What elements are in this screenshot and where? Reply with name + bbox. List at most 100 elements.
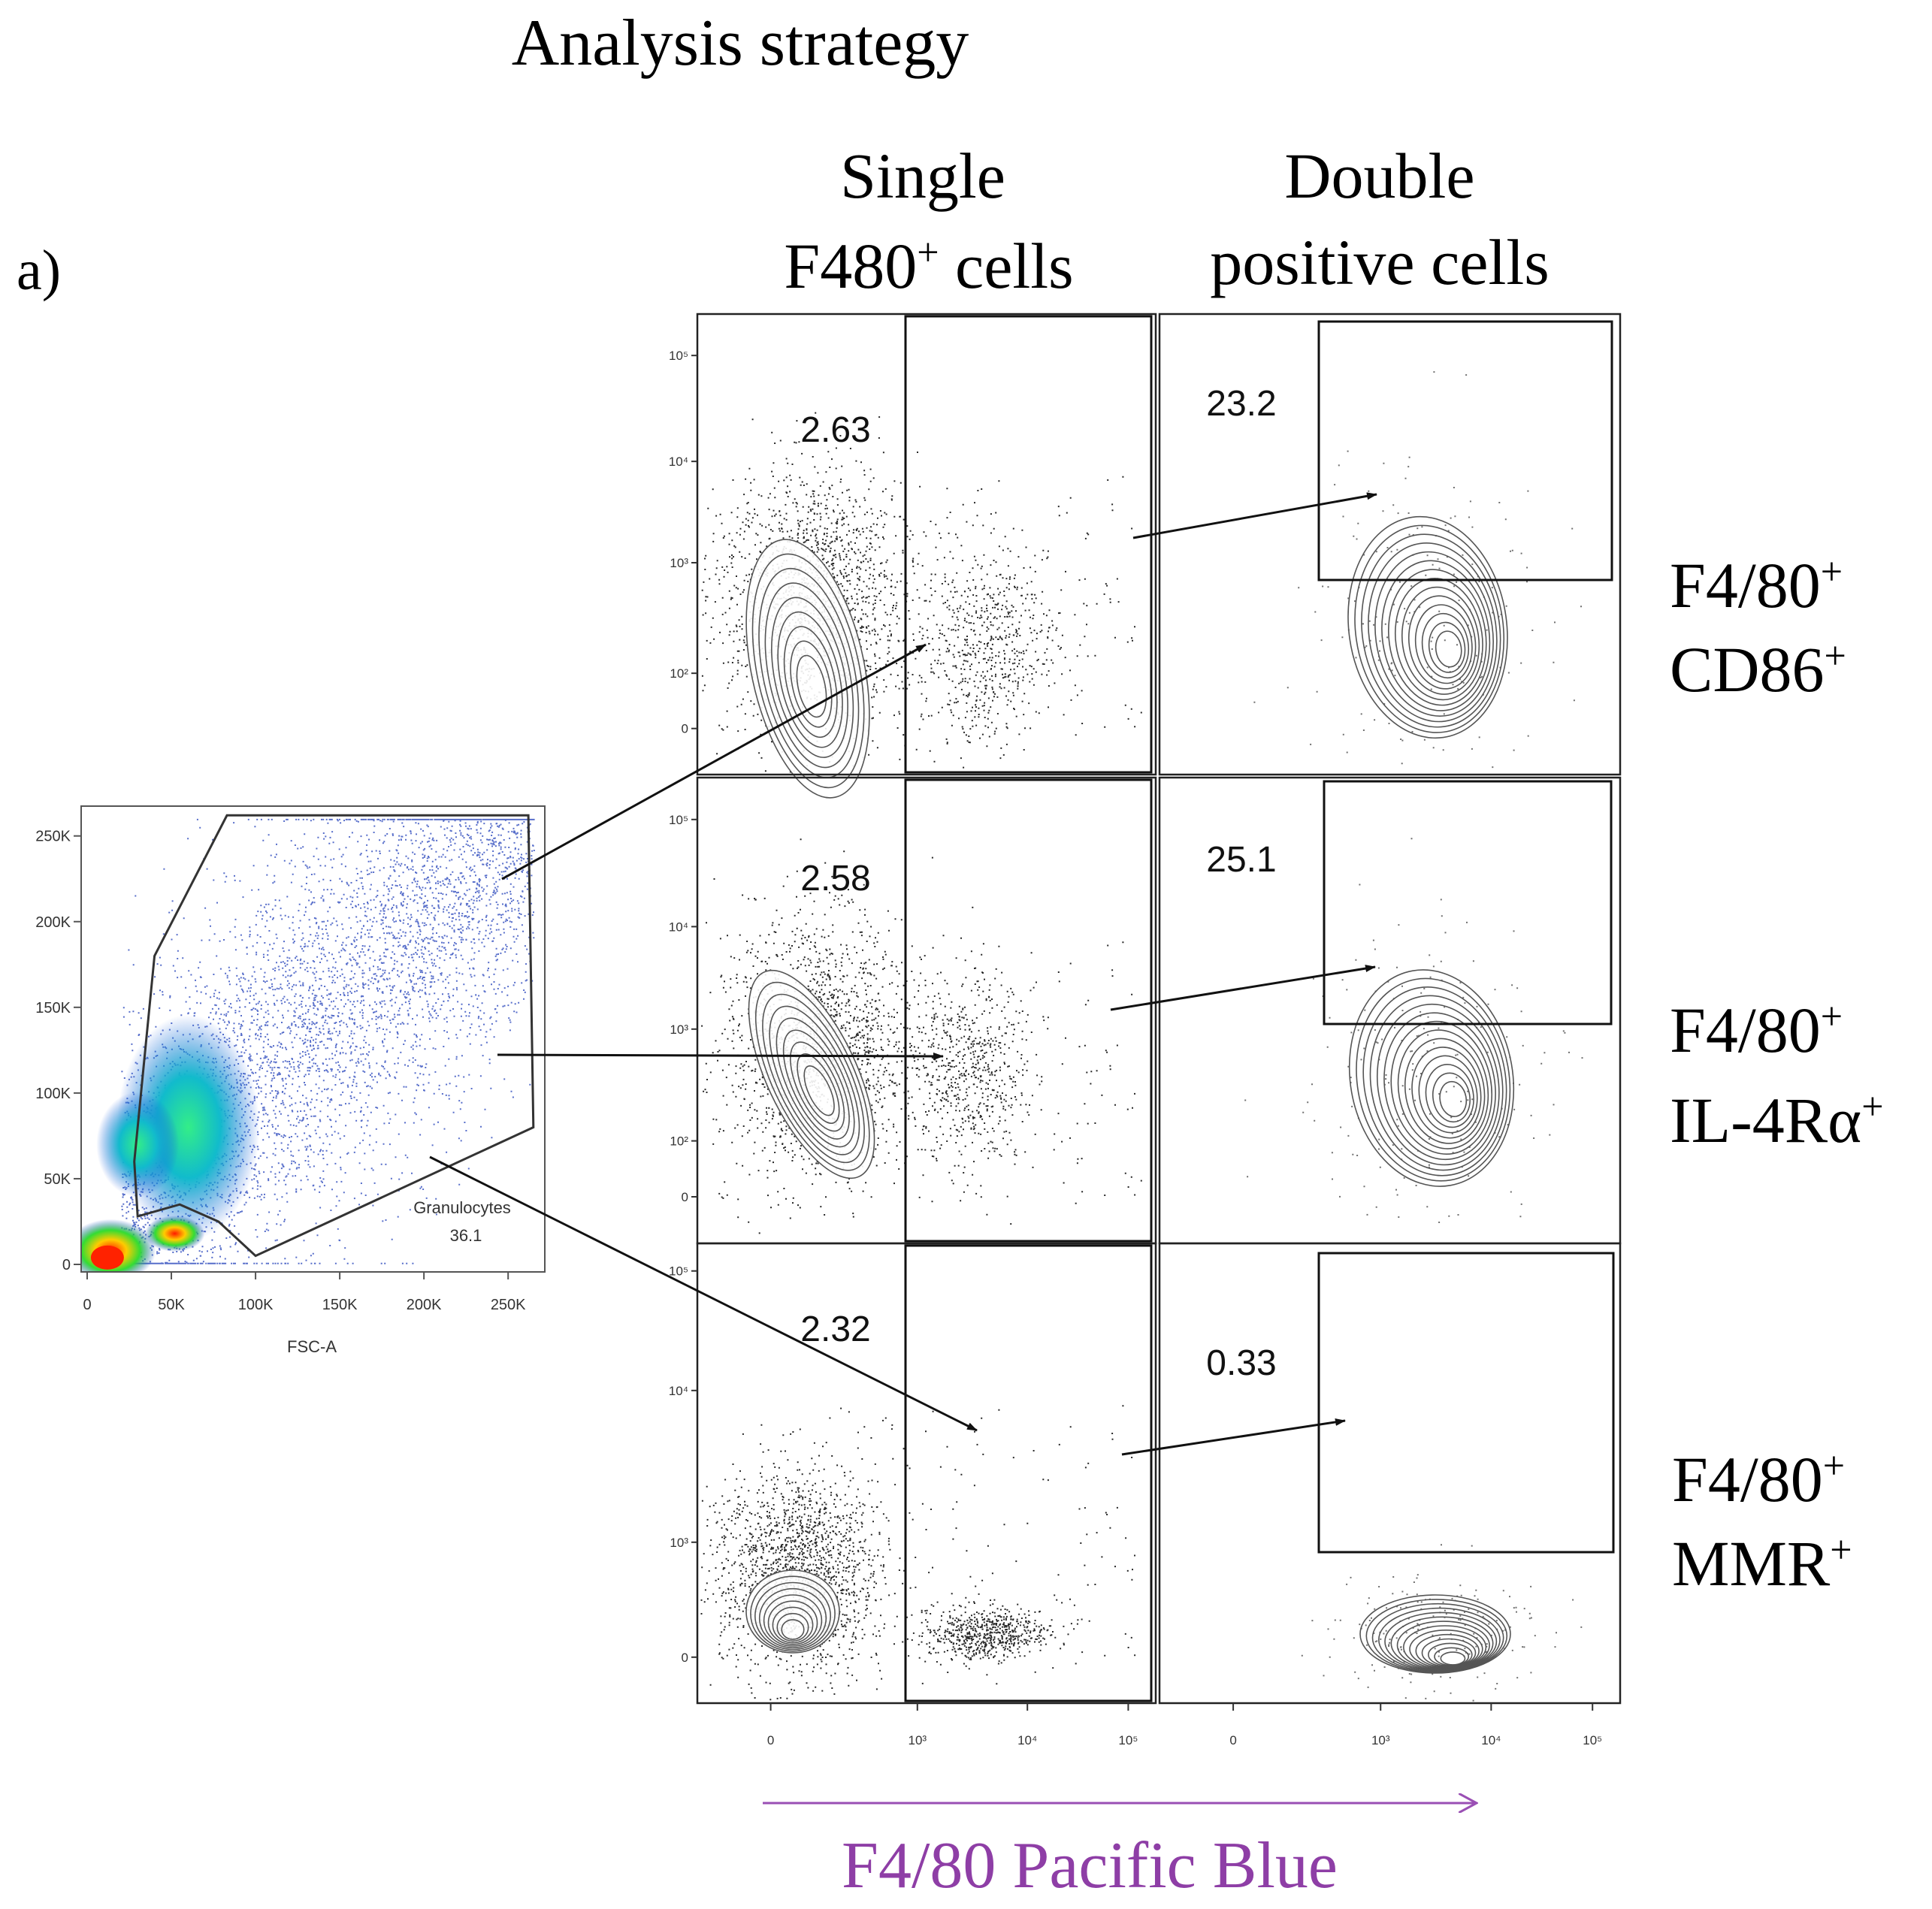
x-tick-label: 0: [767, 1733, 774, 1747]
contour-line: [1361, 533, 1501, 728]
contour-line: [1414, 604, 1473, 684]
row-label-il4ra-line1: F4/80+: [1670, 994, 1843, 1066]
event-dots: [1253, 371, 1582, 769]
contour-line: [762, 993, 865, 1164]
panel-frame: [696, 1242, 1157, 1705]
row-label-cd86-line2: CD86+: [1670, 633, 1846, 705]
contour-line: [1347, 515, 1508, 739]
y-tick-label: 0: [682, 1651, 688, 1665]
contour-line: [1397, 1029, 1489, 1149]
panel-frame: [1158, 313, 1622, 776]
x-tick-label: 10³: [909, 1733, 927, 1747]
contour-line: [750, 1575, 836, 1652]
contour-line: [1378, 1607, 1501, 1672]
arrow-single-to-double-mmr: [1121, 1418, 1346, 1456]
double-positive-gate: [1323, 780, 1613, 1025]
y-tick-label: 10³: [670, 556, 688, 570]
contour-line: [751, 553, 865, 789]
contour-line: [1374, 551, 1494, 717]
gate-density-peak: [90, 1245, 124, 1270]
arrow-gate-to-il4ra: [497, 1052, 944, 1060]
y-tick-label: 10⁴: [669, 1384, 688, 1398]
gating-arrows: [429, 492, 1377, 1456]
contour-line: [745, 1569, 840, 1654]
single-positive-gate: [904, 315, 1153, 774]
y-tick-label: 0: [682, 1190, 688, 1204]
contour-line: [1396, 1621, 1490, 1670]
single-positive-gate: [904, 1244, 1153, 1702]
contour-line: [1394, 577, 1483, 701]
contour-line: [1365, 1599, 1508, 1673]
arrow-single-to-double-il4ra: [1110, 965, 1376, 1011]
contour-line: [1359, 1594, 1511, 1674]
contour-line: [1348, 969, 1515, 1187]
contour-line: [1384, 1611, 1498, 1672]
double-gate-percent: 0.33: [1206, 1343, 1276, 1383]
double-positive-gate: [1317, 1252, 1615, 1554]
event-dots: [1301, 1544, 1583, 1702]
gate-x-tick-label: 250K: [491, 1297, 526, 1313]
single-positive-panel: 2.58 0 10² 10³ 10⁴ 10⁵: [669, 776, 1157, 1245]
contour-line: [1428, 1642, 1473, 1667]
x-tick-label: 10⁴: [1017, 1733, 1037, 1747]
gate-y-tick-label: 0: [62, 1257, 71, 1273]
gate-x-tick-label: 50K: [158, 1297, 185, 1313]
contour-line: [790, 1041, 845, 1132]
contour-line: [782, 1029, 850, 1140]
gate-y-tick-label: 150K: [35, 1000, 71, 1016]
single-positive-panel: 2.63 0 10² 10³ 10⁴ 10⁵: [669, 313, 1157, 799]
x-tick-label: 0: [1229, 1733, 1236, 1747]
contour-line: [745, 539, 870, 799]
x-tick-label: 10³: [1371, 1733, 1390, 1747]
contour-plot-grid: 2.63 0 10² 10³ 10⁴ 10⁵ 23.2 2.58 0 10² 10³ 10⁴ 10⁵ 25…: [669, 313, 1622, 1747]
contour-line: [1368, 542, 1498, 723]
arrow-single-to-double-cd86: [1132, 492, 1377, 539]
col-header-double-line1: Double: [1284, 140, 1474, 212]
contour-line: [1362, 986, 1507, 1177]
y-tick-label: 10⁴: [669, 455, 688, 469]
event-dots: [700, 1405, 1136, 1701]
contour-line: [1421, 612, 1470, 679]
contour-row-1: 2.58 0 10² 10³ 10⁴ 10⁵ 25.1: [669, 776, 1622, 1245]
gate-x-tick-label: 150K: [322, 1297, 358, 1313]
contour-line: [1381, 560, 1491, 711]
contour-line: [758, 1587, 827, 1649]
contour-line: [1435, 630, 1462, 668]
contour-line: [1390, 1616, 1494, 1671]
gate-x-axis-label: FSC-A: [287, 1337, 337, 1356]
row-label-mmr-line1: F4/80+: [1672, 1443, 1845, 1515]
event-dots: [1244, 838, 1583, 1223]
contour-line: [777, 611, 843, 748]
contour-line: [1434, 1647, 1470, 1666]
contour-line: [1387, 569, 1487, 706]
gate-y-tick-label: 200K: [35, 914, 71, 931]
y-tick-label: 10⁴: [669, 920, 688, 934]
gate-y-tick-label: 250K: [35, 829, 71, 845]
contour-line: [1411, 1047, 1482, 1139]
contour-line: [1439, 1080, 1468, 1117]
y-tick-label: 10⁵: [669, 1264, 688, 1279]
gate-density-hotspot-2: [144, 1215, 205, 1252]
double-positive-panel: 25.1: [1158, 776, 1622, 1245]
contour-line: [1369, 995, 1504, 1171]
contour-line: [763, 1594, 823, 1647]
double-positive-panel: 0.33 0 10³ 10⁴ 10⁵: [1158, 1242, 1622, 1747]
contour-line: [764, 582, 854, 769]
contour-line: [1371, 1602, 1504, 1673]
gate-y-tick-label: 50K: [44, 1171, 71, 1188]
gate-density-cloud: [81, 818, 535, 1272]
y-tick-label: 10³: [670, 1022, 688, 1037]
gate-x-tick-label: 100K: [238, 1297, 274, 1313]
x-tick-label: 10⁴: [1481, 1733, 1501, 1747]
contour-line: [1428, 621, 1466, 673]
contour-line: [772, 1606, 814, 1644]
contour-line: [1354, 524, 1505, 733]
figure-title: Analysis strategy: [512, 7, 969, 80]
y-tick-label: 10²: [670, 1134, 688, 1149]
contour-line: [790, 640, 833, 728]
gate-x-ticks: 0 50K 100K 150K 200K 250K: [83, 1272, 526, 1313]
contour-line: [1418, 1055, 1478, 1134]
contour-line: [1432, 1072, 1471, 1123]
contour-line: [1376, 1003, 1500, 1166]
